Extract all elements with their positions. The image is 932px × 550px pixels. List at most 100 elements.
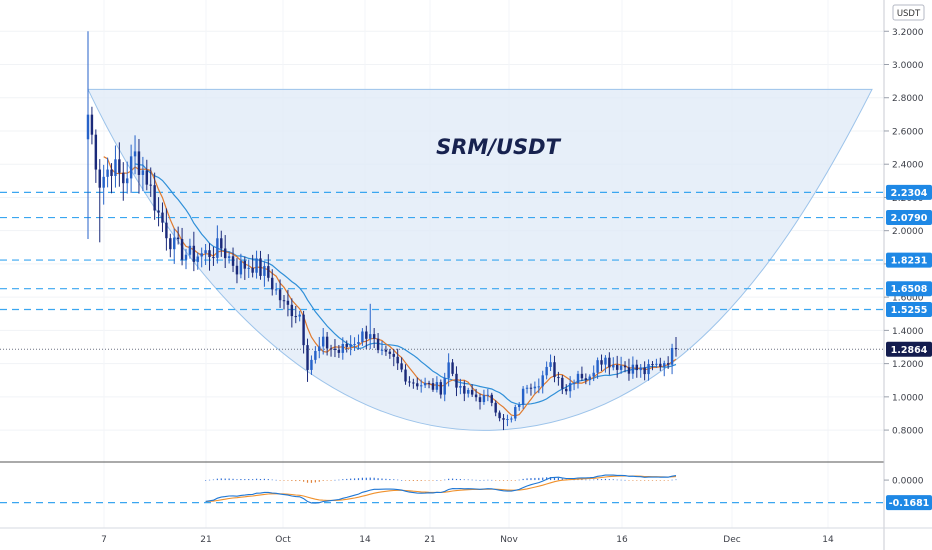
macd-histogram-bar: [205, 480, 207, 481]
time-tick-label: 16: [616, 535, 628, 545]
price-tick-label: 2.0000: [892, 227, 924, 237]
candle-body: [380, 349, 384, 351]
macd-histogram-bar: [412, 480, 414, 481]
candle-body: [341, 344, 345, 353]
macd-line: [205, 474, 677, 504]
macd-histogram-bar: [334, 479, 336, 481]
macd-histogram-bar: [557, 477, 559, 481]
candle-body: [639, 367, 642, 371]
time-tick-label: 14: [822, 535, 834, 545]
macd-histogram-bar: [600, 479, 603, 481]
price-tick-label: 3.2000: [892, 28, 924, 38]
macd-histogram-bar: [495, 480, 497, 481]
candle-body: [176, 237, 180, 240]
price-tick-label: 1.4000: [892, 327, 924, 337]
candle-body: [122, 172, 125, 184]
macd-histogram-bar: [267, 479, 269, 481]
candle-body: [212, 257, 215, 259]
candle-body: [251, 267, 254, 273]
candle-body: [416, 383, 419, 387]
macd-histogram-bar: [628, 480, 630, 481]
candle-body: [376, 338, 380, 351]
macd-histogram-bar: [624, 479, 626, 481]
macd-histogram-bar: [314, 480, 316, 483]
candle-body: [565, 388, 568, 392]
macd-histogram-bar: [538, 477, 540, 481]
macd-histogram-bar: [585, 479, 587, 481]
macd-histogram-bar: [357, 478, 360, 481]
candle-body: [86, 114, 90, 140]
macd-histogram-bar: [208, 479, 211, 481]
currency-badge[interactable]: USDT: [892, 4, 925, 21]
candle-body: [321, 336, 325, 347]
candle-body: [137, 151, 141, 175]
candle-body: [125, 178, 129, 184]
macd-histogram-bar: [365, 477, 367, 481]
macd-histogram-bar: [377, 478, 379, 481]
candle-body: [361, 331, 364, 343]
candle-body: [282, 300, 286, 302]
candle-body: [608, 357, 611, 368]
candle-body: [247, 267, 250, 269]
candle-body: [243, 260, 247, 269]
macd-histogram-bar: [522, 478, 524, 481]
currency-label: USDT: [897, 9, 921, 19]
macd-histogram-bar: [224, 478, 226, 481]
candle-body: [643, 367, 646, 375]
macd-histogram-bar: [467, 479, 469, 481]
candle-body: [592, 372, 595, 377]
macd-histogram-bar: [385, 478, 387, 481]
time-axis[interactable]: 7 21 Oct 14 21 Nov 16 Dec 14: [101, 535, 834, 545]
macd-histogram-bar: [483, 479, 485, 481]
level-tag-label: 2.2304: [891, 188, 928, 199]
macd-histogram-bar: [577, 479, 579, 481]
macd-histogram-bar: [299, 480, 301, 481]
macd-histogram-bar: [248, 479, 250, 481]
macd-histogram-bar: [432, 480, 434, 481]
macd-histogram-bar: [553, 477, 556, 481]
candle-body: [157, 210, 160, 213]
candle-body: [227, 256, 231, 259]
candle-body: [600, 360, 603, 365]
macd-histogram-bar: [424, 480, 426, 481]
macd-histogram-bar: [322, 480, 324, 481]
macd-histogram-bar: [471, 479, 473, 481]
candle-body: [267, 266, 270, 278]
candle-body: [302, 314, 305, 346]
candlestick-series: [86, 31, 678, 431]
indicator-level-tag-box: [886, 495, 932, 511]
candle-body: [357, 342, 360, 345]
indicator-level-label: -0.1681: [889, 498, 930, 509]
macd-histogram-bar: [459, 479, 461, 481]
macd-histogram-bar: [561, 478, 563, 481]
macd-histogram-bar: [647, 480, 650, 481]
candle-body: [561, 377, 564, 389]
candle-body: [674, 348, 678, 350]
macd-histogram-bar: [236, 479, 238, 481]
candle-body: [604, 357, 607, 365]
macd-histogram-bar: [404, 480, 407, 481]
candle-body: [467, 389, 470, 394]
macd-histogram-bar: [397, 479, 399, 481]
candle-body: [365, 331, 368, 339]
candle-body: [114, 159, 117, 176]
candle-body: [404, 369, 407, 382]
fast-moving-average-line: [103, 156, 677, 417]
macd-histogram-bar: [620, 479, 622, 481]
candle-body: [173, 237, 176, 250]
candle-body: [129, 156, 133, 179]
macd-histogram-bar: [306, 480, 309, 483]
candle-body: [596, 360, 599, 373]
candle-body: [521, 388, 525, 405]
candle-body: [549, 362, 552, 367]
candle-body: [568, 383, 572, 392]
price-tick-label: 2.6000: [892, 127, 924, 137]
macd-histogram-bar: [240, 478, 242, 481]
candle-body: [310, 359, 313, 370]
candle-body: [165, 222, 168, 239]
candle-body: [670, 348, 674, 365]
candle-body: [110, 169, 113, 176]
indicator-axis: 0.0000 -0.1681: [884, 477, 932, 511]
macd-histogram-bar: [526, 478, 528, 481]
